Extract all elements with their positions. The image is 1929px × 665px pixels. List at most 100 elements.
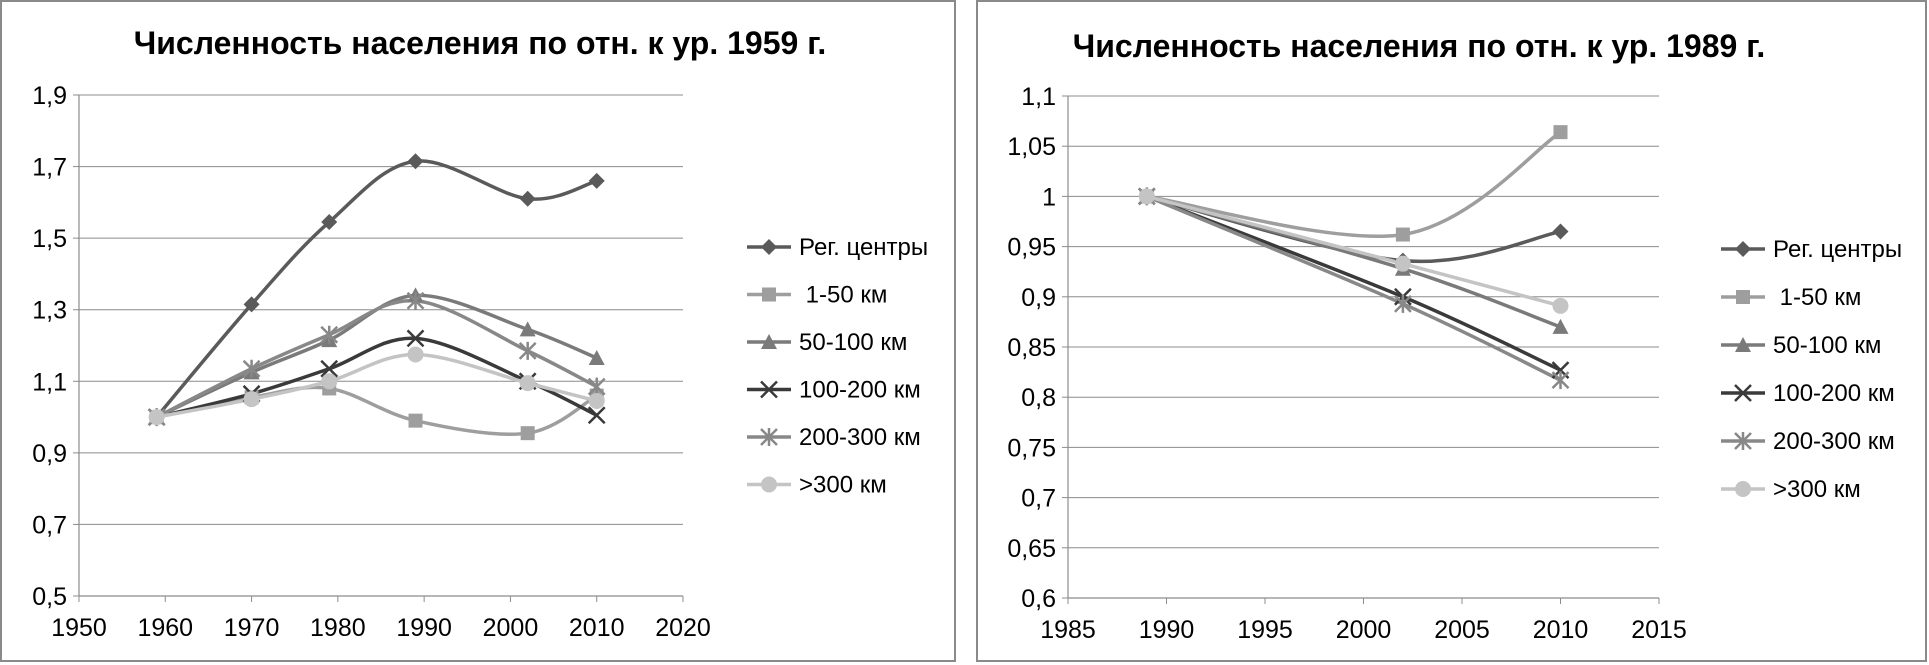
x-tick-label: 1960 — [137, 614, 193, 642]
y-tick-label: 0,6 — [1021, 585, 1056, 613]
data-point — [320, 325, 339, 344]
legend-label: Рег. центры — [799, 234, 928, 261]
x-tick-label: 2015 — [1631, 616, 1687, 644]
y-tick-label: 1,05 — [1007, 133, 1056, 161]
y-tick-label: 0,85 — [1007, 334, 1056, 362]
y-tick-label: 0,9 — [1021, 284, 1056, 312]
x-tick-label: 1970 — [224, 614, 280, 642]
data-point — [407, 153, 424, 170]
legend-marker — [1735, 481, 1751, 497]
y-tick-label: 0,5 — [32, 583, 67, 611]
data-point — [588, 392, 605, 409]
legend-label: 200-300 км — [1773, 428, 1895, 455]
series-group — [1146, 194, 1561, 308]
data-point — [1394, 294, 1412, 313]
legend-label: 50-100 км — [1773, 332, 1881, 359]
legend-marker — [761, 476, 777, 493]
y-tick-label: 0,75 — [1007, 434, 1056, 462]
y-tick-label: 0,7 — [1021, 485, 1056, 513]
series-markers — [148, 346, 605, 426]
y-tick-label: 1,1 — [32, 368, 67, 396]
legend-item: 200-300 км — [1721, 428, 1895, 455]
legend-marker — [761, 239, 777, 255]
legend-item: >300 км — [747, 472, 887, 499]
data-point — [1552, 297, 1569, 314]
series-markers — [1138, 188, 1569, 269]
data-point — [320, 359, 339, 378]
data-point — [519, 375, 536, 392]
legend-label: 50-100 км — [799, 329, 907, 356]
chart-panel-1959: Численность населения по отн. к ур. 1959… — [0, 0, 956, 662]
legend-marker — [761, 334, 777, 349]
legend-item: 50-100 км — [1721, 332, 1881, 359]
data-point — [588, 350, 605, 366]
data-point — [406, 291, 425, 310]
chart-title: Численность населения по отн. к ур. 1959… — [134, 25, 826, 61]
x-tick-label: 2000 — [1336, 616, 1392, 644]
data-point — [243, 296, 260, 313]
legend-item: Рег. центры — [747, 234, 928, 261]
series-group — [155, 293, 598, 419]
y-tick-label: 1,9 — [32, 82, 67, 110]
series-group — [156, 385, 598, 436]
x-tick-label: 1990 — [396, 614, 452, 642]
data-point — [407, 346, 424, 363]
x-tick-label: 2020 — [655, 614, 711, 642]
series-markers — [1138, 188, 1569, 314]
x-tick-label: 2000 — [483, 614, 539, 642]
y-tick-label: 1,1 — [1021, 83, 1056, 111]
data-point — [519, 321, 536, 337]
data-point — [406, 329, 425, 348]
legend-item: 100-200 км — [1721, 380, 1895, 407]
data-point — [321, 214, 338, 231]
data-point — [408, 413, 423, 428]
chart-panel-1989: Численность населения по отн. к ур. 1989… — [976, 0, 1927, 662]
legend-label: >300 км — [799, 472, 887, 499]
y-tick-label: 0,8 — [1021, 384, 1056, 412]
legend-marker — [1734, 384, 1752, 402]
legend-label: 1-50 км — [1773, 284, 1861, 311]
y-tick-label: 0,95 — [1007, 234, 1056, 262]
legend-label: 100-200 км — [1773, 380, 1895, 407]
data-point — [148, 409, 165, 426]
legend-item: 100-200 км — [747, 377, 921, 404]
legend-marker — [1734, 432, 1752, 450]
legend-marker — [760, 380, 778, 399]
y-tick-label: 1 — [1042, 183, 1056, 211]
x-tick-label: 2010 — [1533, 616, 1589, 644]
legend-item: Рег. центры — [1721, 236, 1902, 263]
legend-label: 100-200 км — [799, 377, 921, 404]
data-point — [242, 359, 261, 378]
legend-marker — [1735, 241, 1751, 257]
data-point — [1551, 371, 1570, 390]
series-line — [155, 293, 598, 419]
y-tick-label: 1,7 — [32, 154, 67, 182]
legend-marker — [1735, 337, 1751, 352]
chart-title: Численность населения по отн. к ур. 1989… — [1073, 28, 1765, 64]
data-point — [519, 190, 536, 207]
legend-label: Рег. центры — [1773, 236, 1902, 263]
data-point — [1395, 227, 1410, 242]
x-tick-label: 2010 — [569, 614, 625, 642]
data-point — [1552, 318, 1569, 334]
x-tick-label: 1950 — [51, 614, 107, 642]
data-point — [520, 426, 535, 441]
x-tick-label: 1990 — [1139, 616, 1195, 644]
data-point — [588, 172, 605, 189]
series-line — [156, 385, 598, 436]
legend-item: 1-50 км — [747, 282, 887, 309]
x-tick-label: 1985 — [1040, 616, 1096, 644]
y-tick-label: 0,7 — [32, 511, 67, 539]
x-tick-label: 2005 — [1434, 616, 1490, 644]
series-line — [1146, 194, 1561, 308]
series-markers — [1139, 125, 1568, 242]
y-tick-label: 1,3 — [32, 297, 67, 325]
legend-item: 200-300 км — [747, 424, 921, 451]
series-line — [1146, 194, 1562, 382]
chart-1989: Численность населения по отн. к ур. 1989… — [1007, 28, 1902, 644]
legend-label: 200-300 км — [799, 424, 921, 451]
y-tick-label: 1,5 — [32, 225, 67, 253]
data-point — [243, 391, 260, 408]
x-tick-label: 1995 — [1237, 616, 1293, 644]
legend-item: 50-100 км — [747, 329, 907, 356]
